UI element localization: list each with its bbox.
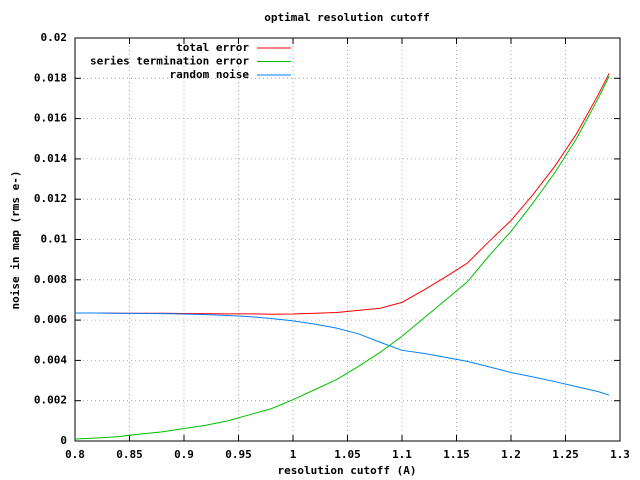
x-tick-label: 0.9 — [174, 448, 194, 461]
y-tick-label: 0.004 — [34, 353, 67, 366]
plot-frame — [74, 37, 621, 442]
y-tick-label: 0.01 — [41, 233, 68, 246]
y-tick-label: 0 — [60, 434, 67, 447]
x-tick-label: 0.95 — [225, 448, 252, 461]
x-tick-label: 1.25 — [552, 448, 579, 461]
series-line — [74, 76, 610, 440]
x-tick-label: 1 — [290, 448, 297, 461]
y-tick-label: 0.002 — [34, 394, 67, 407]
legend-label: total error — [176, 41, 249, 54]
y-tick-label: 0.006 — [34, 313, 67, 326]
y-tick-label: 0.016 — [34, 112, 67, 125]
y-tick-label: 0.014 — [34, 152, 67, 165]
legend-label: random noise — [170, 68, 250, 81]
x-axis-label: resolution cutoff (A) — [277, 464, 416, 477]
x-tick-label: 1.15 — [443, 448, 470, 461]
y-tick-label: 0.018 — [34, 71, 67, 84]
y-tick-label: 0.008 — [34, 273, 67, 286]
y-tick-label: 0.02 — [41, 31, 68, 44]
x-tick-label: 1.1 — [392, 448, 412, 461]
chart-title: optimal resolution cutoff — [264, 11, 430, 24]
series-line — [75, 312, 610, 396]
y-axis-label: noise in map (rms e-) — [9, 170, 22, 309]
series-line — [75, 73, 610, 315]
x-tick-label: 1.2 — [501, 448, 521, 461]
y-tick-label: 0.012 — [34, 192, 67, 205]
x-tick-label: 0.8 — [65, 448, 85, 461]
x-tick-label: 1.3 — [610, 448, 630, 461]
x-tick-label: 1.05 — [334, 448, 361, 461]
legend-label: series termination error — [90, 55, 249, 68]
x-tick-label: 0.85 — [116, 448, 143, 461]
